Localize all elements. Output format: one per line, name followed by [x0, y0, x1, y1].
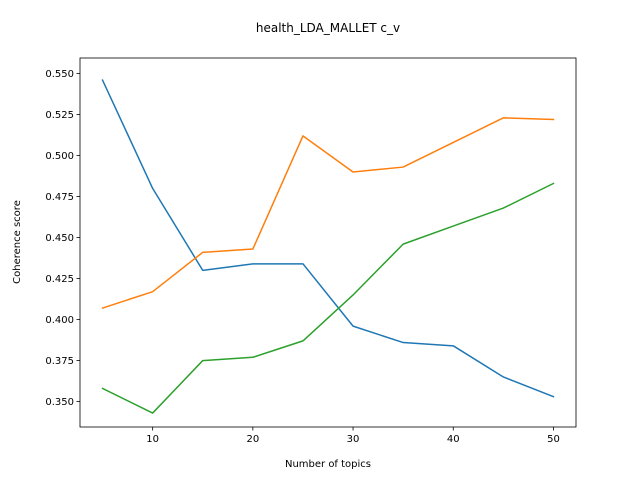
y-tick-label: 0.475 [45, 192, 74, 203]
chart-title: health_LDA_MALLET c_v [256, 21, 400, 35]
y-tick-label: 0.525 [45, 110, 74, 121]
x-tick-label: 40 [447, 434, 460, 445]
y-axis: 0.350 0.375 0.400 0.425 0.450 0.475 0.500 0.525… [45, 69, 80, 408]
x-axis: 10 20 30 40 50 [146, 427, 560, 445]
x-axis-label: Number of topics [285, 459, 371, 470]
y-axis-label: Coherence score [12, 200, 23, 284]
series-line-1 [101, 79, 555, 398]
series-line-3 [101, 182, 555, 414]
x-tick-label: 50 [547, 434, 560, 445]
series-layer [101, 79, 555, 414]
y-tick-label: 0.350 [45, 397, 74, 408]
y-tick-label: 0.400 [45, 315, 74, 326]
y-tick-label: 0.375 [45, 356, 74, 367]
y-tick-label: 0.425 [45, 274, 74, 285]
x-tick-label: 20 [246, 434, 259, 445]
plot-frame [79, 57, 577, 428]
y-tick-label: 0.550 [45, 69, 74, 80]
x-tick-label: 30 [347, 434, 360, 445]
series-line-2 [101, 117, 555, 310]
x-tick-label: 10 [146, 434, 159, 445]
y-tick-label: 0.450 [45, 233, 74, 244]
y-tick-label: 0.500 [45, 151, 74, 162]
